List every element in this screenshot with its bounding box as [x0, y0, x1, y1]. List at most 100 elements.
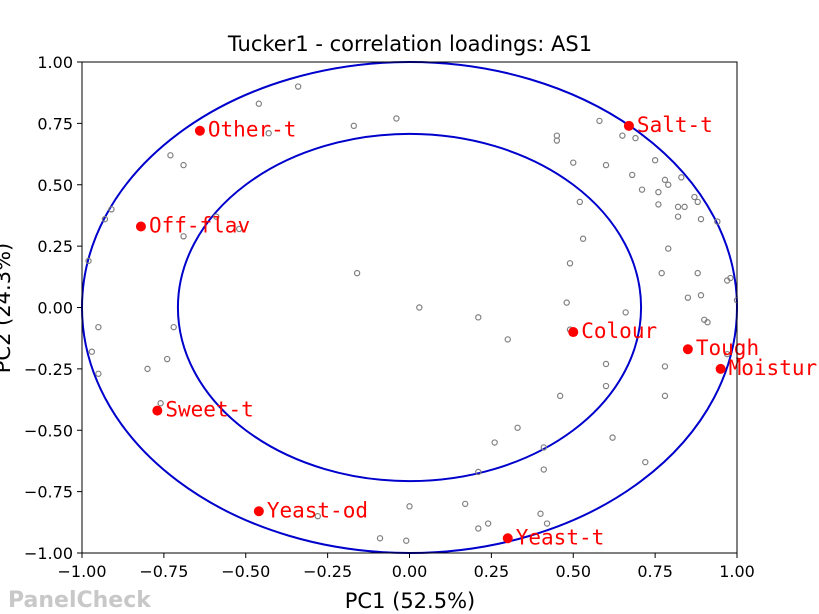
assessor-point	[655, 188, 662, 196]
assessor-points	[85, 83, 737, 544]
assessor-point	[665, 181, 672, 188]
x-axis-label: PC1 (52.5%)	[345, 589, 475, 613]
assessor-point	[553, 137, 561, 144]
assessor-point	[602, 382, 610, 390]
assessor-point	[714, 218, 721, 225]
assessor-point	[353, 269, 361, 277]
panelcheck-watermark: PanelCheck	[8, 588, 152, 613]
assessor-point	[681, 203, 688, 211]
assessor-point	[376, 535, 384, 542]
assessor-point	[694, 269, 701, 277]
assessor-point	[655, 201, 662, 208]
attribute-label: Sweet-t	[165, 398, 254, 422]
attribute-point	[135, 221, 146, 232]
y-tick-label: −0.50	[24, 421, 73, 440]
assessor-point	[661, 176, 669, 184]
assessor-point	[170, 323, 177, 331]
assessor-point	[727, 274, 734, 282]
y-tick-label: 0.75	[37, 114, 73, 133]
assessor-point	[484, 520, 492, 527]
assessor-point	[576, 198, 584, 206]
assessor-point	[697, 292, 705, 299]
assessor-point	[642, 458, 649, 466]
attribute-point	[715, 363, 726, 374]
assessor-point	[609, 434, 616, 441]
attribute-point	[253, 506, 264, 517]
x-axis-ticks: −1.00 −0.75 −0.50 −0.25 0.00 0.25 0.50 0.75 1.00	[57, 553, 755, 581]
assessor-point	[658, 269, 665, 277]
assessor-point	[163, 355, 171, 363]
assessor-point	[602, 360, 610, 368]
attribute-point	[502, 533, 513, 544]
assessor-point	[537, 510, 544, 517]
assessor-point	[697, 215, 705, 223]
assessor-point	[684, 294, 692, 301]
assessor-point	[622, 309, 629, 316]
assessor-point	[674, 213, 682, 220]
assessor-point	[665, 245, 672, 252]
assessor-point	[95, 370, 102, 377]
assessor-point	[475, 468, 482, 476]
assessor-point	[543, 520, 551, 527]
assessor-point	[167, 152, 174, 159]
assessor-point	[144, 365, 151, 373]
assessor-point	[180, 233, 187, 240]
assessor-point	[101, 215, 109, 223]
chart-title: Tucker1 - correlation loadings: AS1	[227, 32, 592, 56]
y-tick-label: −1.00	[24, 544, 73, 563]
assessor-point	[85, 257, 92, 265]
attribute-label: Yeast-od	[267, 498, 368, 522]
attribute-point	[194, 125, 205, 136]
x-tick-label: 0.50	[555, 562, 591, 581]
assessor-point	[651, 156, 659, 164]
x-tick-label: −0.25	[303, 562, 352, 581]
assessor-point	[678, 174, 685, 181]
assessor-point	[294, 83, 302, 90]
assessor-point	[733, 296, 737, 304]
assessor-point	[265, 129, 272, 137]
attribute-label: Colour	[581, 319, 657, 343]
assessor-point	[540, 444, 547, 451]
y-axis-label: PC2 (24.3%)	[0, 243, 15, 373]
assessor-point	[235, 225, 243, 233]
assessor-point	[704, 319, 711, 326]
y-tick-label: 0.25	[37, 237, 73, 256]
assessor-point	[213, 213, 220, 220]
attribute-point	[152, 405, 163, 416]
assessor-point	[157, 400, 164, 407]
assessor-point	[556, 392, 564, 400]
assessor-point	[674, 203, 682, 211]
assessor-point	[629, 171, 636, 179]
attribute-label: Tough	[696, 336, 759, 360]
assessor-point	[255, 100, 263, 107]
x-tick-label: 0.75	[637, 562, 673, 581]
assessor-point	[566, 260, 574, 267]
assessor-point	[563, 299, 570, 306]
x-tick-label: −0.50	[221, 562, 270, 581]
assessor-point	[406, 503, 413, 510]
assessor-point	[540, 466, 547, 473]
assessor-point	[638, 186, 646, 193]
x-tick-label: −1.00	[57, 562, 106, 581]
assessor-point	[88, 348, 96, 355]
assessor-point	[619, 132, 626, 139]
assessor-point	[393, 115, 400, 122]
assessor-point	[514, 424, 521, 431]
attribute-point	[623, 120, 634, 131]
attribute-label: Yeast-t	[516, 525, 605, 549]
attribute-label: Off-flav	[149, 213, 250, 237]
assessor-point	[95, 323, 102, 331]
assessor-point	[570, 159, 577, 166]
assessor-point	[661, 392, 669, 400]
assessor-point	[108, 206, 115, 213]
assessor-point	[475, 525, 482, 532]
assessor-point	[579, 235, 587, 242]
assessor-point	[694, 198, 701, 206]
inner-circle	[176, 132, 643, 483]
attribute-label: Salt-t	[637, 113, 713, 137]
x-tick-label: −0.75	[139, 562, 188, 581]
assessor-point	[596, 117, 603, 125]
assessor-point	[602, 161, 610, 169]
